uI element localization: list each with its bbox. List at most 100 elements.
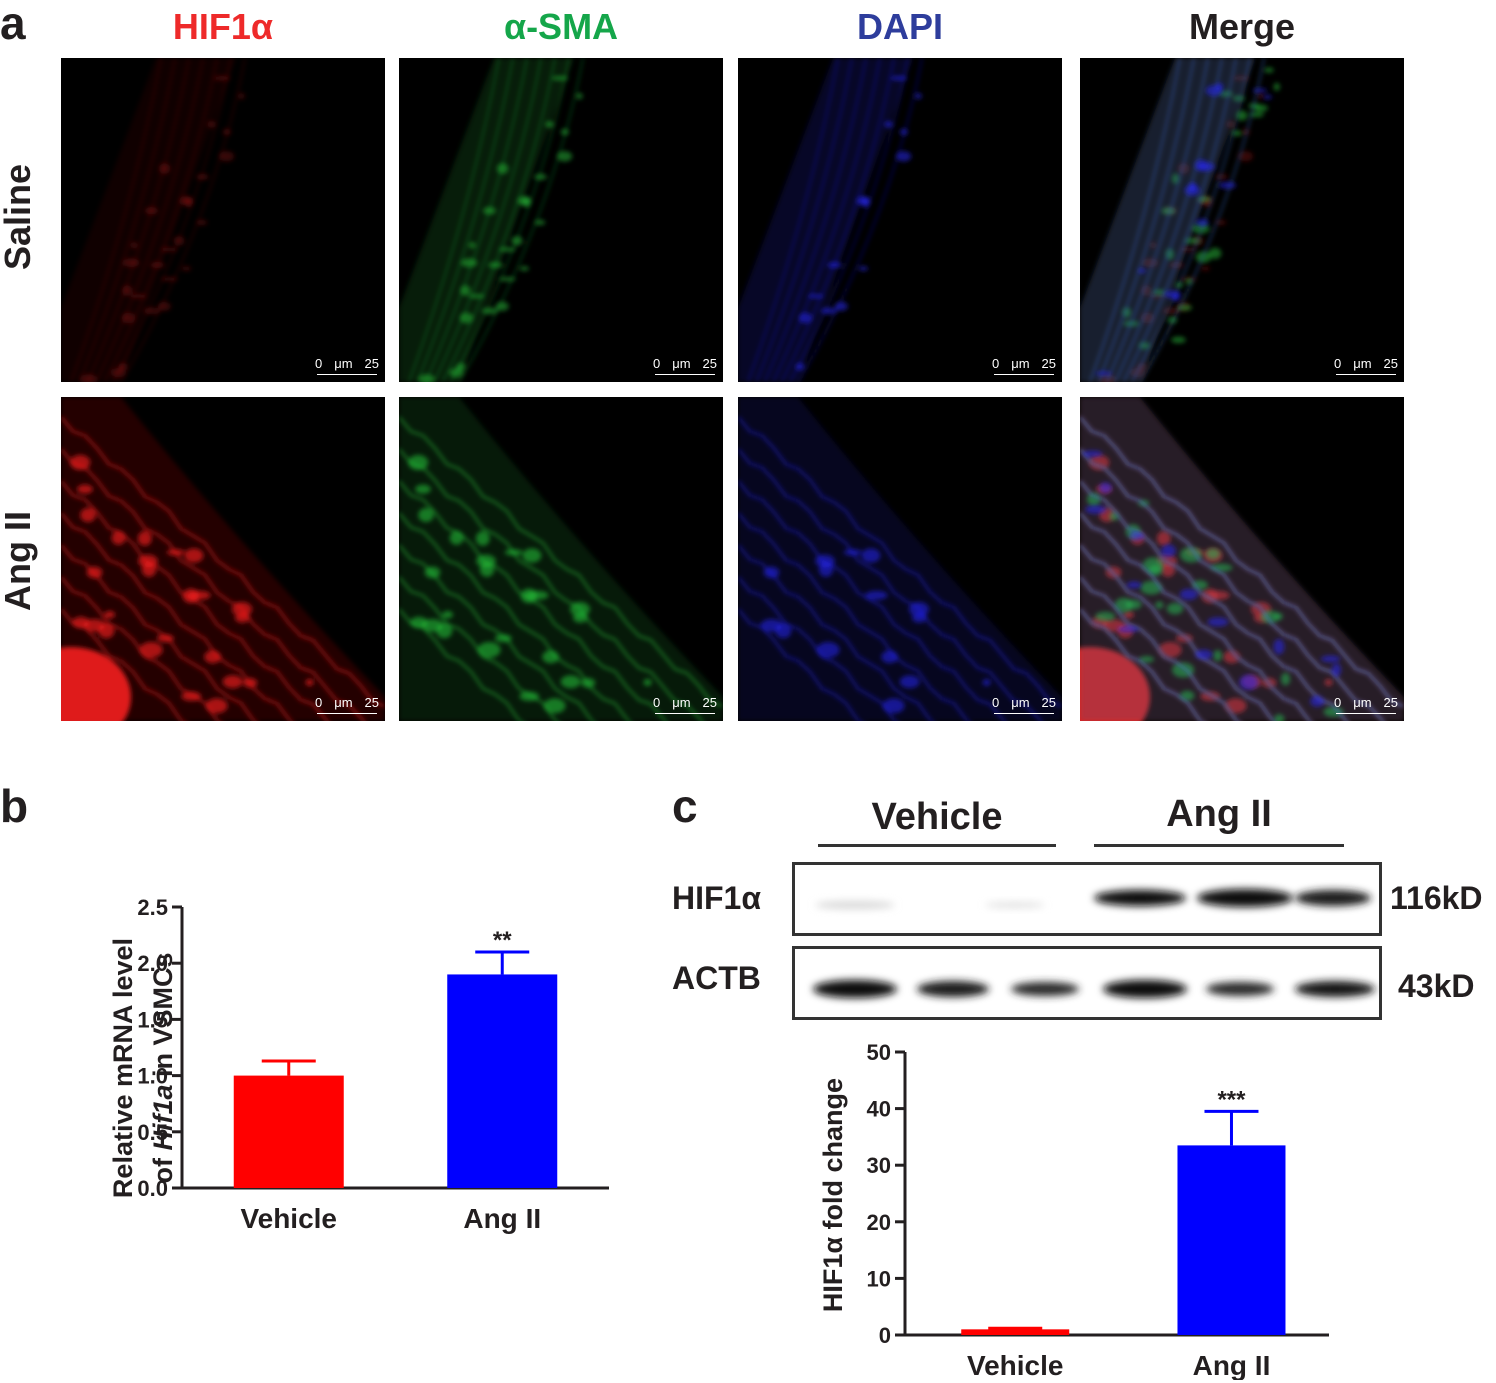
scale-bar-line: [1336, 374, 1396, 375]
chart-b-bar-vehicle: [233, 1075, 344, 1188]
scale-bar: 0 μm 25: [315, 356, 379, 378]
scale-bar-start: 0: [315, 695, 323, 710]
scale-bar-start: 0: [992, 356, 1000, 371]
scale-bar-end: 25: [1041, 695, 1056, 710]
micrograph-image: [1080, 58, 1280, 382]
micrograph-saline-dapi: 0 μm 25: [738, 58, 1062, 382]
scale-bar-start: 0: [1334, 695, 1342, 710]
micrograph-angii-merge: 0 μm 25: [1080, 397, 1404, 721]
channel-label-dapi: DAPI: [856, 6, 943, 47]
chart-b-xtick-label: Ang II: [463, 1203, 541, 1234]
panel-a-letter: a: [0, 0, 26, 49]
chart-c-significance: ***: [1217, 1086, 1246, 1113]
scale-bar-start: 0: [992, 695, 1000, 710]
micrograph-saline-hif1a: 0 μm 25: [61, 58, 385, 382]
scale-bar-end: 25: [1041, 356, 1056, 371]
panel-b-letter: b: [0, 780, 29, 832]
scale-bar-unit: μm: [334, 356, 353, 371]
chart-c-bar-vehicle: [961, 1329, 1070, 1335]
chart-b-ytick-label: 2.5: [137, 895, 168, 920]
micrograph-saline-asma: 0 μm 25: [399, 58, 723, 382]
scale-bar-unit: μm: [1353, 356, 1372, 371]
micrograph-angii-asma: 0 μm 25: [399, 397, 723, 721]
chart-c-ylabel: HIF1α fold change: [818, 1078, 848, 1312]
micrograph-image: [61, 58, 246, 382]
scale-bar-end: 25: [702, 356, 717, 371]
blot-hif1a: [792, 862, 1382, 936]
chart-c-xtick-label: Ang II: [1193, 1350, 1271, 1380]
scale-bar: 0 μm 25: [653, 356, 717, 378]
blot-group-vehicle-line: [818, 844, 1056, 847]
chart-c-ytick-label: 40: [867, 1097, 891, 1122]
chart-b-ytick-label: 0.0: [137, 1176, 168, 1201]
blot-group-angii-line: [1094, 844, 1344, 847]
micrograph-angii-hif1a: 0 μm 25: [61, 397, 385, 721]
chart-b-ytick-label: 1.0: [137, 1064, 168, 1089]
chart-b-xtick-label: Vehicle: [240, 1203, 337, 1234]
scale-bar-unit: μm: [1011, 356, 1030, 371]
chart-c-ytick-label: 50: [867, 1040, 891, 1065]
scale-bar: 0 μm 25: [992, 356, 1056, 378]
channel-label-merge: Merge: [1188, 6, 1296, 47]
scale-bar-line: [994, 374, 1054, 375]
chart-c-xtick-label: Vehicle: [967, 1350, 1064, 1380]
blot-label-hif1a: HIF1α: [672, 880, 762, 916]
scale-bar-unit: μm: [672, 356, 691, 371]
scale-bar-start: 0: [1334, 356, 1342, 371]
micrograph-image: [1080, 397, 1404, 721]
chart-b: Relative mRNA level of Hif1a in VSMCs 0.…: [108, 895, 609, 1234]
scale-bar: 0 μm 25: [1334, 695, 1398, 717]
blot-size-43kd: 43kD: [1398, 968, 1475, 1004]
scale-bar-end: 25: [1383, 695, 1398, 710]
scale-bar-end: 25: [364, 695, 379, 710]
blot-group-vehicle: Vehicle: [871, 796, 1003, 838]
row-label-angii: Ang II: [0, 511, 38, 611]
scale-bar-unit: μm: [334, 695, 353, 710]
scale-bar-unit: μm: [672, 695, 691, 710]
blot-size-116kd: 116kD: [1390, 880, 1483, 916]
chart-c: HIF1α fold change 0 10 20 30 40 50 Vehicle *** A…: [818, 1040, 1329, 1380]
panel-c-letter: c: [672, 780, 698, 832]
scale-bar-line: [317, 374, 377, 375]
channel-label-hif1a: HIF1α: [172, 6, 274, 47]
scale-bar-start: 0: [315, 356, 323, 371]
chart-b-ytick-label: 0.5: [137, 1120, 168, 1145]
scale-bar-end: 25: [1383, 356, 1398, 371]
blot-actb-bands: [813, 980, 1375, 998]
chart-b-significance: **: [493, 927, 512, 954]
chart-c-ytick-label: 30: [867, 1153, 891, 1178]
scale-bar-line: [1336, 713, 1396, 714]
chart-b-ytick-label: 1.5: [137, 1007, 168, 1032]
micrograph-image: [399, 397, 723, 721]
blot-group-angii: Ang II: [1166, 793, 1272, 835]
row-label-saline: Saline: [0, 163, 38, 271]
blot-actb: [792, 946, 1382, 1020]
scale-bar-start: 0: [653, 695, 661, 710]
blot-label-actb: ACTB: [672, 960, 761, 996]
chart-b-ytick-label: 2.0: [137, 951, 168, 976]
micrograph-angii-dapi: 0 μm 25: [738, 397, 1062, 721]
scale-bar-line: [655, 713, 715, 714]
channel-label-asma: α-SMA: [503, 6, 619, 47]
chart-c-bar-angii: [1177, 1145, 1286, 1335]
micrograph-image: [738, 397, 1062, 721]
chart-b-bar-angii: [447, 974, 558, 1188]
chart-c-ytick-label: 20: [867, 1210, 891, 1235]
micrograph-saline-merge: 0 μm 25: [1080, 58, 1404, 382]
micrograph-image: [61, 397, 385, 721]
scale-bar: 0 μm 25: [653, 695, 717, 717]
chart-b-ylabel-line1: Relative mRNA level: [108, 938, 138, 1198]
chart-c-ytick-label: 0: [879, 1323, 891, 1348]
scale-bar-end: 25: [702, 695, 717, 710]
scale-bar: 0 μm 25: [1334, 356, 1398, 378]
micrograph-image: [399, 58, 584, 382]
scale-bar-unit: μm: [1011, 695, 1030, 710]
scale-bar: 0 μm 25: [315, 695, 379, 717]
scale-bar-line: [994, 713, 1054, 714]
scale-bar-line: [317, 713, 377, 714]
scale-bar: 0 μm 25: [992, 695, 1056, 717]
chart-c-ytick-label: 10: [867, 1266, 891, 1291]
scale-bar-line: [655, 374, 715, 375]
blot-hif1a-bands: [815, 889, 1371, 909]
scale-bar-unit: μm: [1353, 695, 1372, 710]
